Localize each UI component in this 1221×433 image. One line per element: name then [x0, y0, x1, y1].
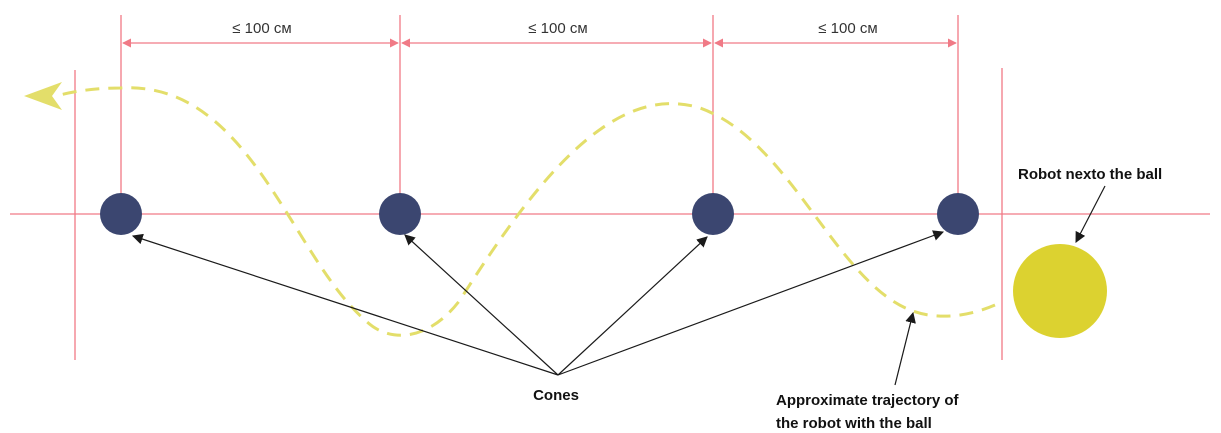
trajectory-pointer: [894, 311, 916, 386]
trajectory-arrowhead: [24, 82, 62, 110]
trajectory-label-line1: Approximate trajectory of: [776, 392, 960, 409]
cones-label: Cones: [533, 387, 579, 404]
cone-4: [937, 193, 979, 235]
ball: [1013, 244, 1107, 338]
cones-pointer-4: [557, 230, 945, 376]
dimension-label-3: ≤ 100 см: [818, 20, 877, 37]
trajectory-label-line2: the robot with the ball: [776, 415, 932, 432]
cones-pointer-2: [404, 234, 559, 376]
dimension-label-1: ≤ 100 см: [232, 20, 291, 37]
cone-2: [379, 193, 421, 235]
robot-trajectory-path: [59, 86, 996, 337]
robot-pointer: [1075, 185, 1106, 243]
robot-label: Robot nexto the ball: [1018, 166, 1162, 183]
cones-pointer-3: [557, 236, 708, 376]
dimension-label-2: ≤ 100 см: [528, 20, 587, 37]
cone-3: [692, 193, 734, 235]
cone-1: [100, 193, 142, 235]
cones-pointer-1: [131, 233, 559, 376]
